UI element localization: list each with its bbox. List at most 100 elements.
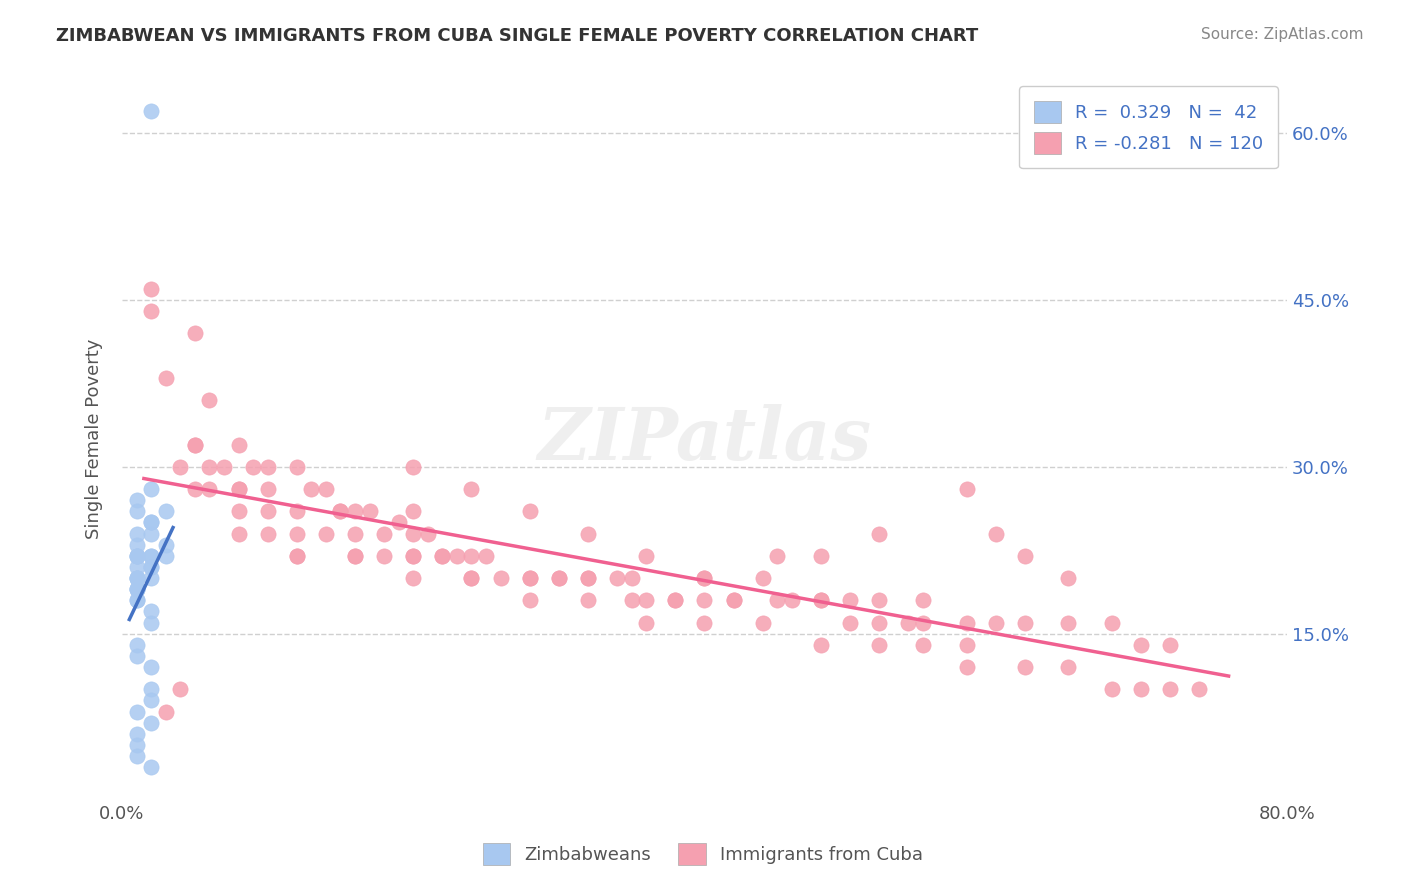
Point [125, 593, 148, 607]
Point [125, 727, 148, 741]
Point [519, 593, 541, 607]
Point [125, 538, 148, 552]
Point [125, 549, 148, 563]
Point [141, 560, 163, 574]
Point [810, 593, 832, 607]
Point [1159, 638, 1181, 652]
Point [693, 593, 716, 607]
Point [620, 593, 643, 607]
Point [576, 571, 599, 585]
Point [285, 526, 308, 541]
Point [1014, 615, 1036, 630]
Point [141, 660, 163, 674]
Point [1101, 615, 1123, 630]
Point [955, 638, 977, 652]
Point [460, 571, 482, 585]
Point [693, 571, 716, 585]
Point [1159, 682, 1181, 697]
Point [228, 504, 250, 518]
Point [125, 738, 148, 752]
Point [125, 582, 148, 597]
Point [212, 459, 235, 474]
Point [343, 504, 366, 518]
Point [141, 304, 163, 318]
Point [285, 504, 308, 518]
Point [1014, 549, 1036, 563]
Point [141, 693, 163, 707]
Point [402, 549, 425, 563]
Point [751, 571, 773, 585]
Point [446, 549, 468, 563]
Point [984, 526, 1007, 541]
Point [169, 682, 191, 697]
Point [141, 526, 163, 541]
Point [315, 526, 337, 541]
Point [141, 615, 163, 630]
Point [693, 571, 716, 585]
Point [460, 482, 482, 496]
Point [125, 560, 148, 574]
Point [125, 705, 148, 719]
Point [664, 593, 686, 607]
Point [460, 571, 482, 585]
Point [141, 571, 163, 585]
Point [285, 549, 308, 563]
Point [125, 638, 148, 652]
Point [141, 482, 163, 496]
Point [141, 282, 163, 296]
Point [228, 437, 250, 451]
Point [141, 760, 163, 774]
Point [432, 549, 454, 563]
Point [868, 615, 890, 630]
Point [141, 549, 163, 563]
Point [228, 482, 250, 496]
Point [184, 437, 207, 451]
Point [780, 593, 803, 607]
Point [125, 493, 148, 508]
Point [285, 459, 308, 474]
Point [228, 526, 250, 541]
Point [141, 516, 163, 530]
Point [125, 582, 148, 597]
Point [141, 103, 163, 118]
Point [723, 593, 745, 607]
Point [125, 749, 148, 764]
Point [1188, 682, 1211, 697]
Point [1057, 615, 1080, 630]
Point [519, 571, 541, 585]
Point [141, 682, 163, 697]
Point [1014, 660, 1036, 674]
Point [155, 705, 177, 719]
Point [636, 593, 658, 607]
Point [576, 526, 599, 541]
Point [868, 638, 890, 652]
Point [576, 593, 599, 607]
Text: Source: ZipAtlas.com: Source: ZipAtlas.com [1201, 27, 1364, 42]
Point [839, 593, 862, 607]
Point [242, 459, 264, 474]
Point [125, 526, 148, 541]
Point [141, 549, 163, 563]
Point [897, 615, 920, 630]
Point [125, 549, 148, 563]
Point [125, 648, 148, 663]
Point [402, 571, 425, 585]
Point [125, 571, 148, 585]
Point [373, 549, 395, 563]
Point [1101, 682, 1123, 697]
Point [228, 482, 250, 496]
Point [256, 482, 278, 496]
Point [723, 593, 745, 607]
Point [198, 393, 221, 408]
Point [519, 571, 541, 585]
Point [751, 615, 773, 630]
Point [184, 326, 207, 341]
Point [169, 459, 191, 474]
Point [155, 371, 177, 385]
Point [388, 516, 411, 530]
Point [155, 504, 177, 518]
Point [1057, 571, 1080, 585]
Point [911, 593, 934, 607]
Point [125, 582, 148, 597]
Point [343, 549, 366, 563]
